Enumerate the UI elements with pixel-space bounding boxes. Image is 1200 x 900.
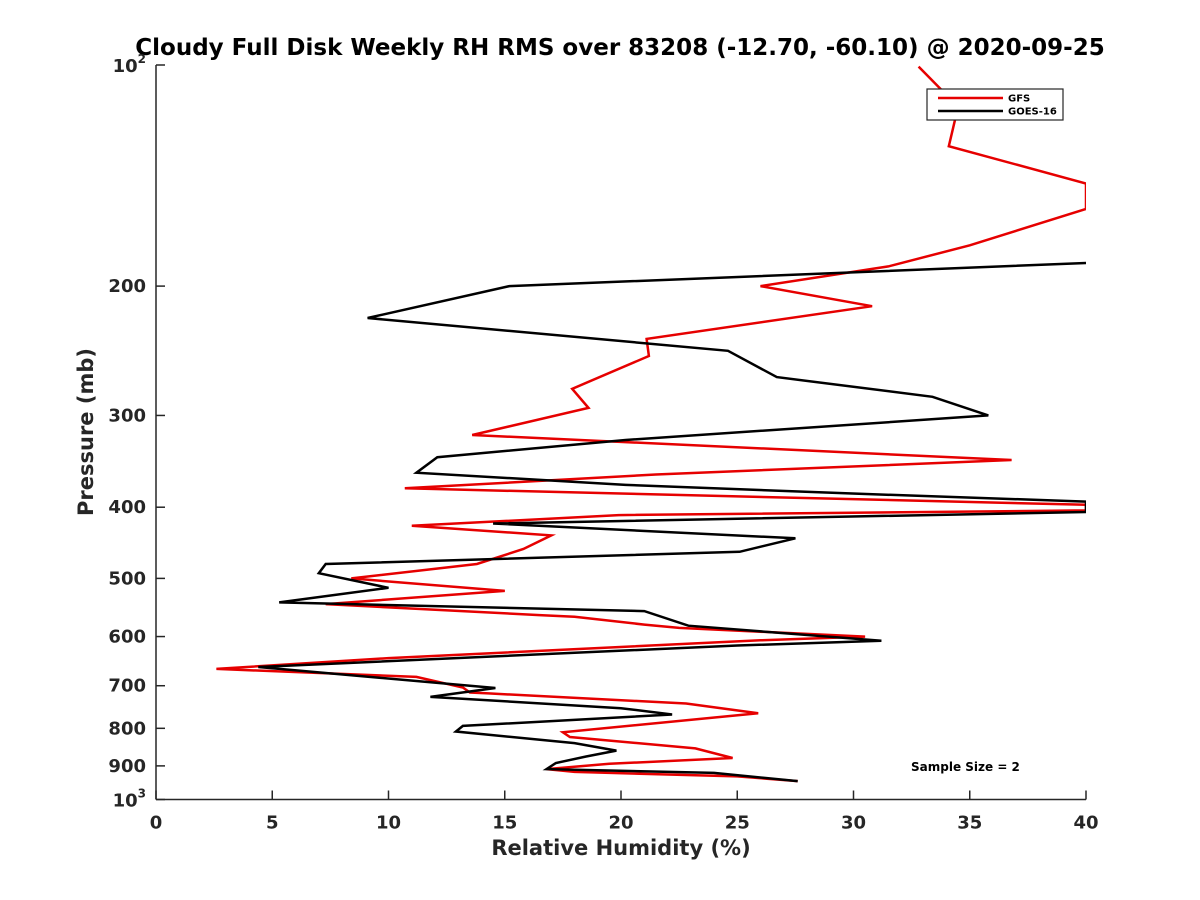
sample-size-annotation: Sample Size = 2 <box>911 760 1020 774</box>
x-tick-label: 30 <box>841 813 866 834</box>
y-tick-label: 600 <box>108 627 146 648</box>
chart-title: Cloudy Full Disk Weekly RH RMS over 8320… <box>135 35 1104 61</box>
x-axis-ticks: 0 5 10 15 20 25 30 35 40 <box>150 790 1099 834</box>
x-tick-label: 0 <box>150 813 163 834</box>
y-tick-label: 400 <box>108 497 146 518</box>
x-tick-label: 35 <box>957 813 982 834</box>
y-tick-label-power: 102 <box>113 52 146 77</box>
x-tick-label: 20 <box>608 813 633 834</box>
legend-label-goes16: GOES-16 <box>1008 107 1057 118</box>
legend-box <box>926 88 1064 121</box>
x-tick-label: 40 <box>1073 813 1098 834</box>
y-tick-label: 900 <box>108 756 146 777</box>
y-tick-base: 10 <box>113 56 138 77</box>
y-tick-exponent: 3 <box>138 787 146 801</box>
y-tick-base: 10 <box>113 791 138 812</box>
y-axis-label: Pressure (mb) <box>74 348 98 516</box>
x-tick-label: 10 <box>376 813 401 834</box>
legend: GFS GOES-16 <box>926 88 1064 121</box>
x-axis-label: Relative Humidity (%) <box>491 836 750 860</box>
y-tick-label: 700 <box>108 676 146 697</box>
series-line-goes16 <box>258 261 1086 783</box>
x-tick-label: 25 <box>725 813 750 834</box>
series-line-gfs <box>216 65 1086 783</box>
y-tick-label: 200 <box>108 276 146 297</box>
y-tick-label: 500 <box>108 568 146 589</box>
x-tick-label: 5 <box>266 813 279 834</box>
y-tick-exponent: 2 <box>138 52 146 66</box>
series-layer <box>216 65 1086 783</box>
y-tick-label: 800 <box>108 718 146 739</box>
legend-label-gfs: GFS <box>1008 94 1030 105</box>
y-tick-label-power: 103 <box>113 787 146 812</box>
y-tick-label: 300 <box>108 405 146 426</box>
x-tick-label: 15 <box>492 813 517 834</box>
